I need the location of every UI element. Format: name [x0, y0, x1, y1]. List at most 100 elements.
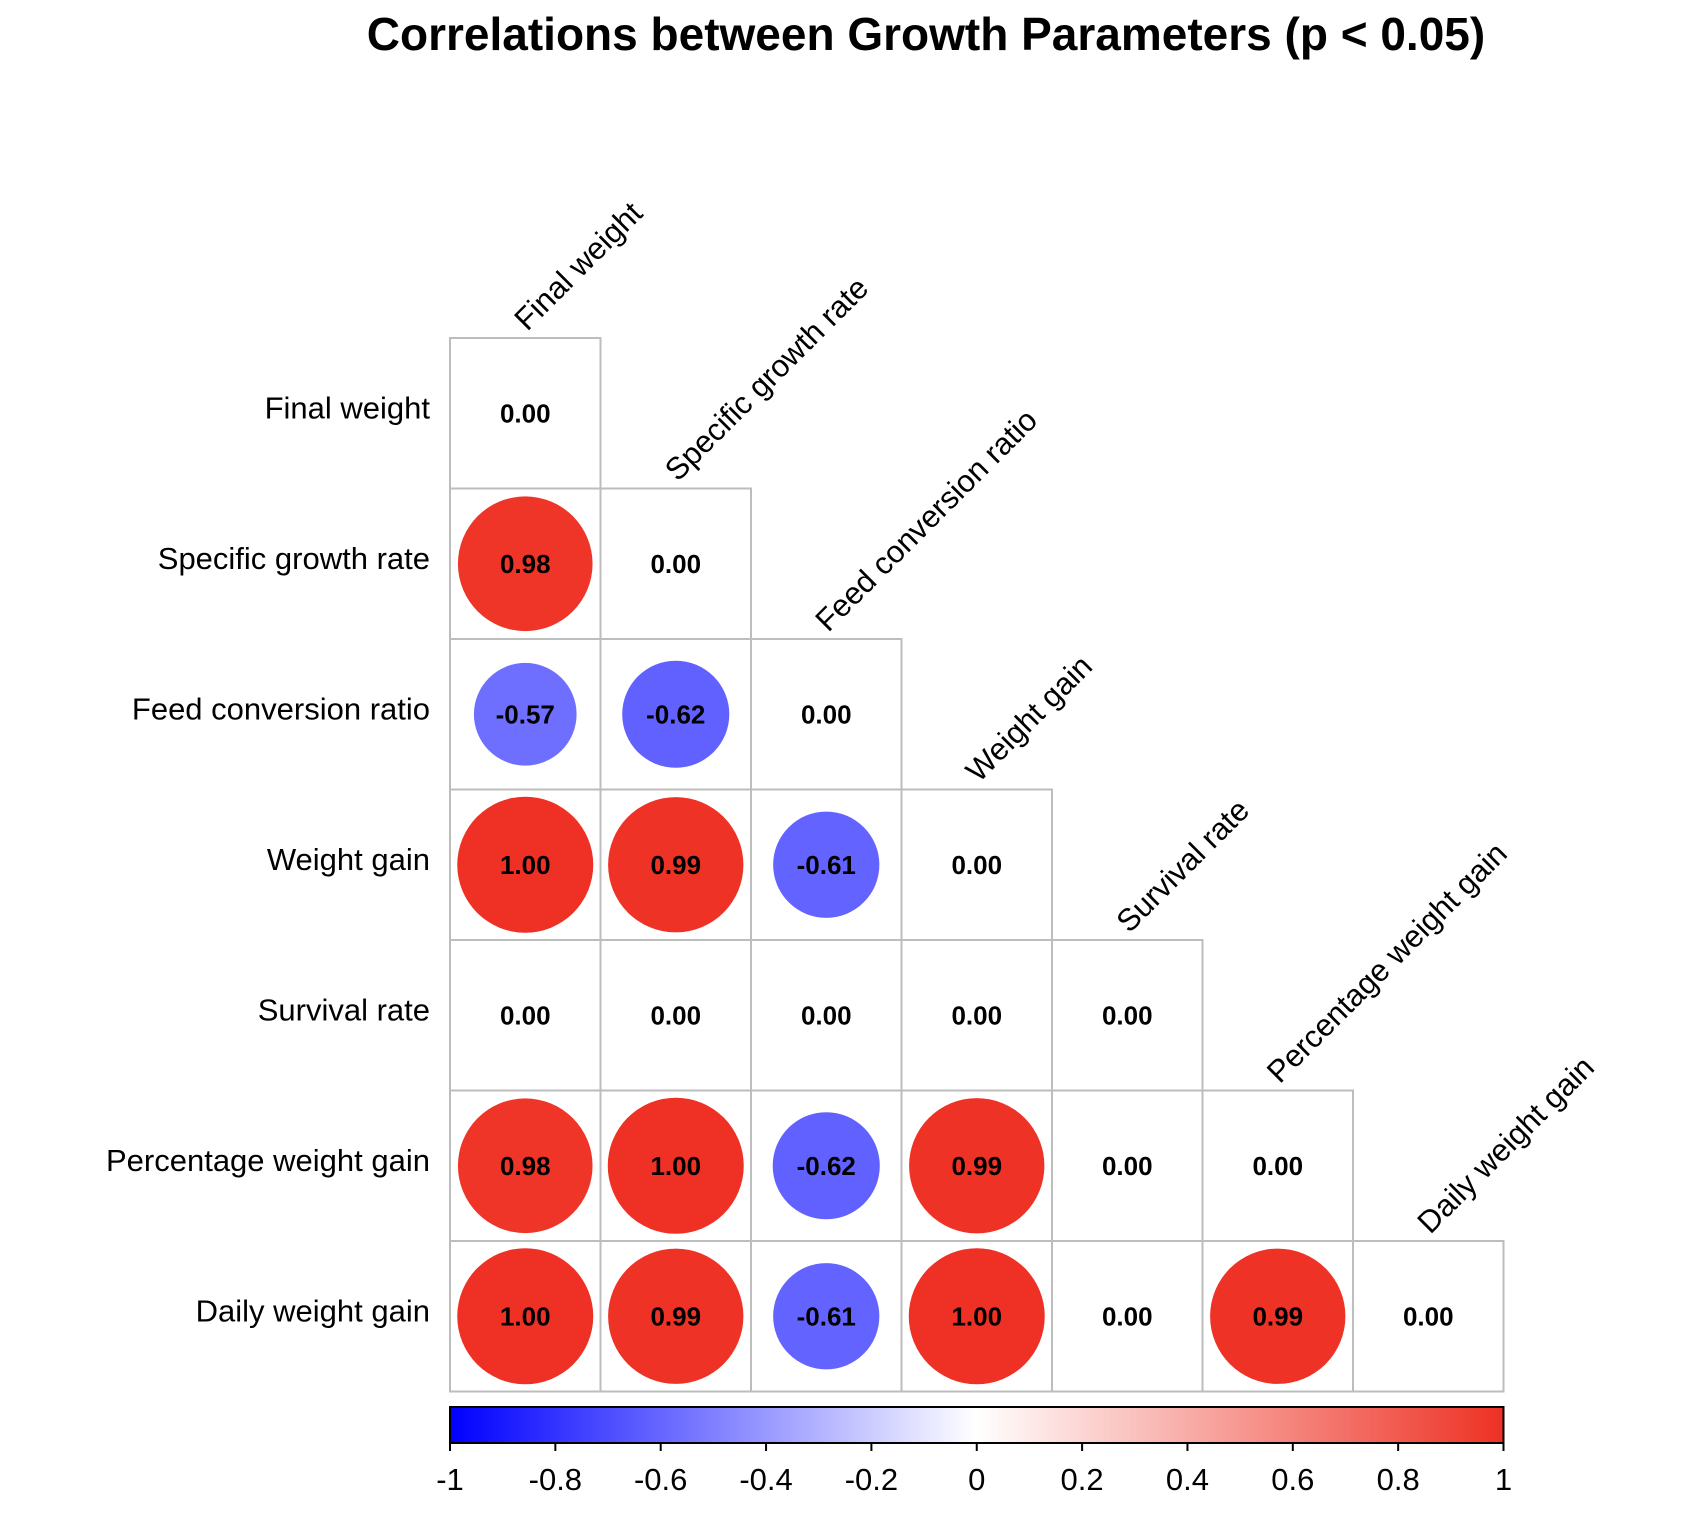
cell-weight-gain-specific-growth-rate: 0.99 [599, 788, 752, 941]
correlation-value-label: 0.00 [500, 398, 551, 428]
correlation-value-label: 0.00 [1102, 1000, 1153, 1030]
row-label-final-weight: Final weight [265, 390, 431, 425]
correlation-value-label: 1.00 [650, 1151, 701, 1181]
cell-border [900, 939, 1053, 1092]
cell-feed-conversion-ratio-final-weight: -0.57 [449, 638, 602, 791]
cell-border [449, 337, 602, 490]
cell-percentage-weight-gain-specific-growth-rate: 1.00 [599, 1089, 752, 1242]
correlation-value-label: 0.99 [951, 1151, 1002, 1181]
correlation-circle [457, 1098, 593, 1234]
cell-survival-rate-survival-rate: 0.00 [1051, 939, 1204, 1092]
correlation-value-label: 0.98 [500, 549, 551, 579]
cell-final-weight-final-weight: 0.00 [449, 337, 602, 490]
correlation-value-label: 1.00 [951, 1301, 1002, 1331]
cell-specific-growth-rate-specific-growth-rate: 0.00 [599, 487, 752, 640]
cell-specific-growth-rate-final-weight: 0.98 [449, 487, 602, 640]
cell-percentage-weight-gain-weight-gain: 0.99 [900, 1089, 1053, 1242]
cell-border [750, 638, 903, 791]
cell-percentage-weight-gain-feed-conversion-ratio: -0.62 [750, 1089, 903, 1242]
row-label-survival-rate: Survival rate [258, 992, 430, 1027]
chart-title: Correlations between Growth Parameters (… [367, 8, 1485, 60]
colorbar: -1 -0.8 -0.6 -0.4 -0.2 0 0.2 0.4 0.6 0.8 1 [436, 1406, 1512, 1497]
correlation-value-label: 1.00 [500, 850, 551, 880]
cell-border [1201, 1089, 1354, 1242]
correlation-value-label: 0.00 [801, 699, 852, 729]
correlation-value-label: 0.98 [500, 1151, 551, 1181]
cell-survival-rate-specific-growth-rate: 0.00 [599, 939, 752, 1092]
cell-percentage-weight-gain-final-weight: 0.98 [449, 1089, 602, 1242]
correlation-circle [773, 811, 880, 918]
colorbar-tick-label: 0.6 [1271, 1462, 1314, 1497]
correlation-value-label: -0.57 [496, 699, 555, 729]
correlation-value-label: 0.00 [650, 549, 701, 579]
column-label-feed-conversion-ratio: Feed conversion ratio [808, 402, 1044, 638]
correlation-value-label: 0.99 [650, 1301, 701, 1331]
row-label-feed-conversion-ratio: Feed conversion ratio [132, 691, 430, 726]
cell-percentage-weight-gain-survival-rate: 0.00 [1051, 1089, 1204, 1242]
correlation-value-label: 0.00 [650, 1000, 701, 1030]
cell-border [599, 939, 752, 1092]
correlation-circle [608, 797, 744, 933]
column-label-specific-growth-rate: Specific growth rate [658, 270, 875, 487]
colorbar-tick-label: 1 [1495, 1462, 1512, 1497]
colorbar-tick-label: 0.8 [1377, 1462, 1420, 1497]
correlation-grid: 0.00 0.98 0.00 -0.57 -0.62 0.00 1.00 0.99 -0.61 0… [449, 337, 1505, 1393]
column-label-percentage-weight-gain: Percentage weight gain [1260, 836, 1514, 1090]
colorbar-gradient [449, 1406, 1505, 1444]
correlation-value-label: 0.00 [1102, 1151, 1153, 1181]
cell-border [750, 939, 903, 1092]
correlation-value-label: -0.62 [797, 1151, 856, 1181]
correlation-circle [772, 1112, 880, 1220]
row-label-percentage-weight-gain: Percentage weight gain [106, 1143, 430, 1178]
correlation-circle [773, 1263, 880, 1370]
correlation-value-label: -0.62 [646, 699, 705, 729]
correlation-circle [457, 1248, 594, 1385]
cell-weight-gain-weight-gain: 0.00 [900, 788, 1053, 941]
correlation-circle [608, 1248, 744, 1384]
correlation-value-label: 0.00 [801, 1000, 852, 1030]
correlation-value-label: 0.99 [650, 850, 701, 880]
row-label-specific-growth-rate: Specific growth rate [158, 541, 430, 576]
cell-survival-rate-final-weight: 0.00 [449, 939, 602, 1092]
cell-daily-weight-gain-weight-gain: 1.00 [900, 1240, 1053, 1393]
correlation-value-label: 0.00 [1102, 1301, 1153, 1331]
cell-border [900, 788, 1053, 941]
column-label-weight-gain: Weight gain [959, 648, 1099, 788]
cell-weight-gain-feed-conversion-ratio: -0.61 [750, 788, 903, 941]
correlation-value-label: 0.00 [1403, 1301, 1454, 1331]
correlation-value-label: 0.00 [500, 1000, 551, 1030]
correlation-circle [473, 662, 577, 766]
correlation-value-label: 0.00 [951, 850, 1002, 880]
correlation-circle [457, 796, 594, 933]
colorbar-tick-label: -0.4 [739, 1462, 792, 1497]
colorbar-tick-label: -1 [436, 1462, 464, 1497]
cell-border [1051, 1240, 1204, 1393]
cell-survival-rate-feed-conversion-ratio: 0.00 [750, 939, 903, 1092]
correlation-value-label: 0.99 [1252, 1301, 1303, 1331]
cell-border [449, 939, 602, 1092]
correlation-circle [457, 496, 593, 632]
colorbar-tick-label: -0.2 [845, 1462, 898, 1497]
correlation-value-label: -0.61 [797, 1301, 856, 1331]
row-label-daily-weight-gain: Daily weight gain [196, 1293, 430, 1328]
colorbar-tick-label: 0.2 [1061, 1462, 1104, 1497]
cell-border [1352, 1240, 1505, 1393]
correlation-circle [607, 1097, 744, 1234]
column-label-survival-rate: Survival rate [1109, 792, 1256, 939]
column-label-daily-weight-gain: Daily weight gain [1410, 1049, 1600, 1239]
cell-daily-weight-gain-final-weight: 1.00 [449, 1240, 602, 1393]
cell-weight-gain-final-weight: 1.00 [449, 788, 602, 941]
correlation-circle [908, 1248, 1045, 1385]
colorbar-tick-label: -0.6 [634, 1462, 687, 1497]
correlation-circle [622, 660, 730, 768]
cell-feed-conversion-ratio-specific-growth-rate: -0.62 [599, 638, 752, 791]
correlation-circle [909, 1098, 1045, 1234]
correlation-value-label: 0.00 [951, 1000, 1002, 1030]
correlation-value-label: 0.00 [1252, 1151, 1303, 1181]
cell-daily-weight-gain-daily-weight-gain: 0.00 [1352, 1240, 1505, 1393]
cell-daily-weight-gain-specific-growth-rate: 0.99 [599, 1240, 752, 1393]
cell-daily-weight-gain-feed-conversion-ratio: -0.61 [750, 1240, 903, 1393]
cell-percentage-weight-gain-percentage-weight-gain: 0.00 [1201, 1089, 1354, 1242]
correlation-circle [1210, 1248, 1346, 1384]
row-label-weight-gain: Weight gain [267, 842, 430, 877]
